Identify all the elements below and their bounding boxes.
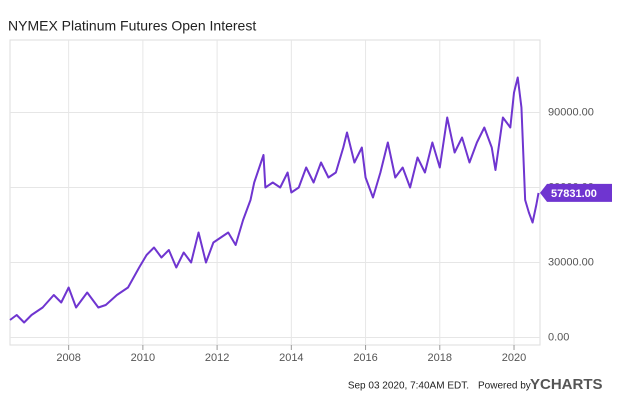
line-series bbox=[9, 76, 540, 324]
x-tick-label: 2008 bbox=[56, 352, 80, 364]
brand-logo: YCHARTS bbox=[530, 376, 603, 393]
powered-by: Powered by bbox=[478, 381, 531, 392]
x-tick-label: 2014 bbox=[279, 352, 303, 364]
x-tick-label: 2018 bbox=[428, 352, 452, 364]
y-tick-label: 0.00 bbox=[548, 331, 569, 343]
x-tick-label: 2012 bbox=[205, 352, 229, 364]
x-tick-label: 2010 bbox=[131, 352, 155, 364]
x-tick-label: 2016 bbox=[353, 352, 377, 364]
x-tick-label: 2020 bbox=[502, 352, 526, 364]
value-tag-label: 57831.00 bbox=[551, 188, 597, 200]
chart-title: NYMEX Platinum Futures Open Interest bbox=[8, 18, 256, 34]
y-tick-label: 30000.00 bbox=[548, 256, 594, 268]
y-tick-label: 90000.00 bbox=[548, 106, 594, 118]
value-tag bbox=[540, 183, 612, 202]
plot-frame bbox=[9, 39, 541, 346]
timestamp: Sep 03 2020, 7:40AM EDT. bbox=[348, 381, 469, 392]
